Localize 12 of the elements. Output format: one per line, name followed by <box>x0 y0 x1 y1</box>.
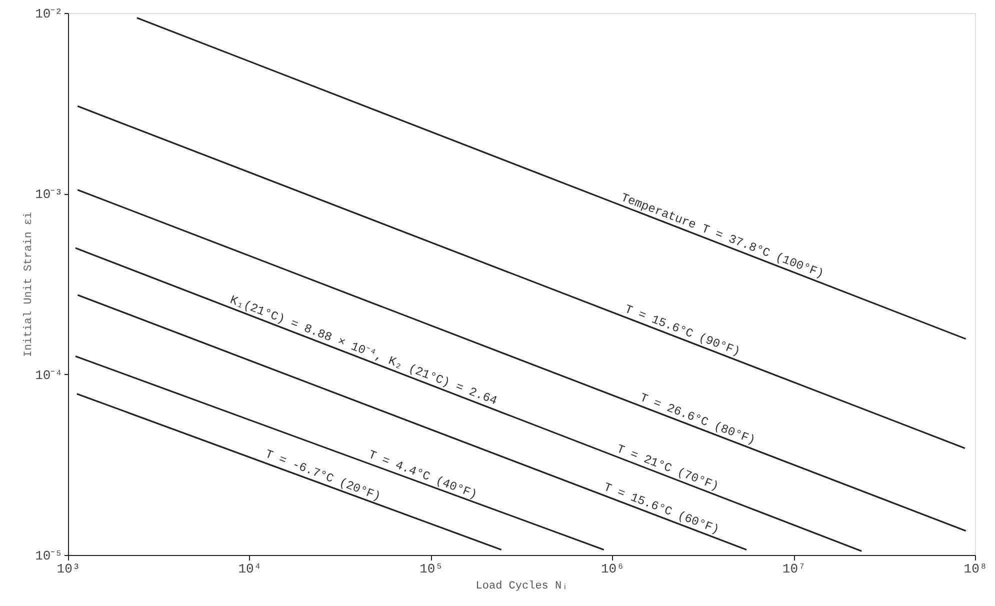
x-tick-label: 10⁴ <box>238 562 262 576</box>
x-tick-label: 10³ <box>56 562 80 576</box>
y-tick-label: 10⁻⁴ <box>35 368 62 383</box>
y-axis-title: Initial Unit Strain εi <box>23 211 36 358</box>
x-axis-title: Load Cycles Nᵢ <box>476 580 568 592</box>
y-tick-label: 10⁻² <box>35 6 62 22</box>
x-tick-label: 10⁵ <box>420 562 444 576</box>
x-tick-label: 10⁷ <box>782 562 806 576</box>
y-tick-label: 10⁻³ <box>35 187 62 202</box>
x-tick-label: 10⁸ <box>964 562 988 576</box>
y-tick-label: 10⁻⁵ <box>35 548 62 564</box>
x-tick-label: 10⁶ <box>600 562 624 576</box>
